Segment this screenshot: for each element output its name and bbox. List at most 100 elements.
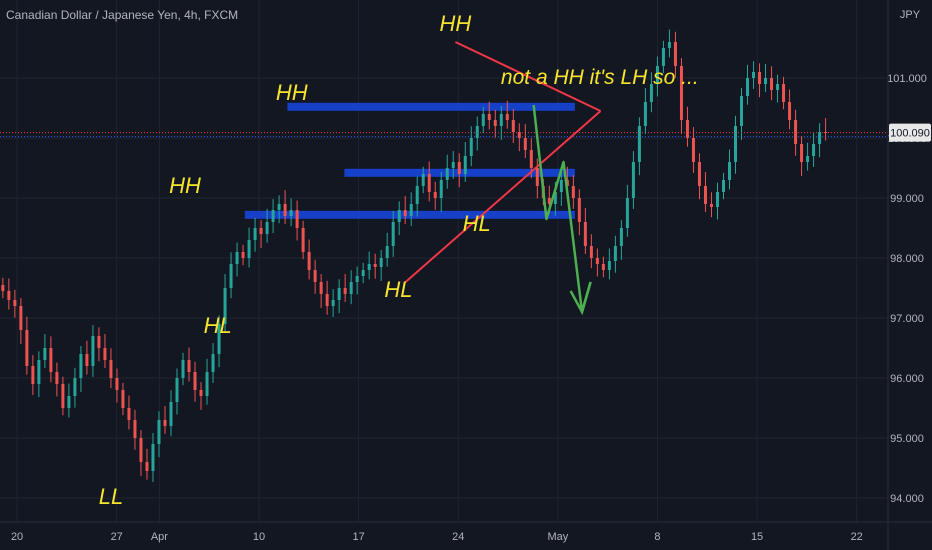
candle-body [619, 228, 623, 246]
candle-body [601, 264, 605, 270]
candle-body [355, 276, 359, 282]
time-tick-label: 10 [253, 531, 265, 543]
candle-body [824, 132, 828, 133]
candle-body [367, 264, 371, 270]
candle-body [373, 264, 377, 267]
candle-body [625, 198, 629, 228]
candle-body [1, 285, 5, 291]
candle-body [427, 174, 431, 192]
candle-body [571, 186, 575, 198]
candle-body [721, 180, 725, 192]
candle-body [439, 180, 443, 198]
candle-body [301, 228, 305, 252]
candle-body [19, 306, 23, 330]
candle-body [475, 126, 479, 138]
candle-body [163, 420, 167, 426]
candle-body [325, 294, 329, 306]
candle-body [283, 204, 287, 216]
candle-body [505, 114, 509, 120]
candle-body [343, 288, 347, 294]
currency-label: JPY [900, 9, 921, 21]
candle-body [697, 162, 701, 186]
candle-body [223, 288, 227, 324]
candle-body [583, 222, 587, 246]
candle-body [727, 162, 731, 180]
candle-body [421, 174, 425, 186]
candle-body [127, 408, 131, 420]
price-tick-label: 99.000 [890, 193, 924, 205]
candle-body [139, 438, 143, 462]
projection-arrowhead [569, 281, 592, 316]
candle-body [115, 378, 119, 390]
candle-body [49, 348, 53, 372]
candle-body [818, 132, 822, 144]
swing-label-hl: HL [204, 313, 232, 338]
candle-body [403, 210, 407, 216]
candle-body [97, 336, 101, 348]
candle-body [487, 114, 491, 120]
candle-body [241, 252, 245, 258]
time-tick-label: May [547, 531, 568, 543]
candle-body [637, 126, 641, 162]
candle-body [589, 246, 593, 258]
candle-body [121, 390, 125, 408]
candle-body [782, 84, 786, 102]
candle-body [523, 138, 527, 150]
swing-label-hl: HL [463, 211, 491, 236]
candle-body [806, 156, 810, 162]
candle-body [764, 78, 768, 84]
time-tick-label: 22 [851, 531, 863, 543]
candle-body [457, 162, 461, 174]
time-tick-label: 8 [654, 531, 660, 543]
candle-body [679, 66, 683, 120]
candle-body [415, 186, 419, 204]
candle-body [800, 144, 804, 162]
candle-body [740, 96, 744, 126]
price-tick-label: 96.000 [890, 373, 924, 385]
candle-body [577, 198, 581, 222]
swing-label-hh: HH [169, 173, 201, 198]
price-tick-label: 98.000 [890, 253, 924, 265]
candle-body [553, 192, 557, 204]
candle-body [79, 354, 83, 378]
candle-body [451, 162, 455, 168]
candle-body [205, 372, 209, 396]
candle-body [613, 246, 617, 261]
candle-body [643, 102, 647, 126]
candle-body [31, 366, 35, 384]
candle-body [661, 48, 665, 66]
candle-body [145, 462, 149, 471]
candle-body [133, 420, 137, 438]
candle-body [788, 102, 792, 120]
price-axis [888, 0, 932, 550]
candle-body [181, 360, 185, 378]
candle-body [169, 402, 173, 426]
candle-body [7, 291, 11, 300]
candle-body [313, 270, 317, 282]
candle-body [379, 258, 383, 267]
candle-body [391, 222, 395, 246]
candle-body [217, 324, 221, 354]
candle-body [337, 288, 341, 300]
candle-body [25, 330, 29, 366]
candle-body [349, 282, 353, 294]
candle-body [511, 120, 515, 132]
candle-body [673, 42, 677, 66]
candle-body [361, 270, 365, 276]
candle-body [271, 210, 275, 222]
candle-body [277, 204, 281, 210]
trendline [404, 110, 602, 283]
candle-body [175, 378, 179, 402]
candle-body [517, 132, 521, 138]
swing-label-hh: HH [439, 11, 471, 36]
candle-body [229, 264, 233, 288]
trendline [454, 41, 601, 112]
candle-body [667, 42, 671, 48]
candle-body [151, 444, 155, 471]
candle-body [109, 360, 113, 378]
candle-body [595, 258, 599, 264]
time-tick-label: 15 [751, 531, 763, 543]
candle-body [247, 240, 251, 258]
